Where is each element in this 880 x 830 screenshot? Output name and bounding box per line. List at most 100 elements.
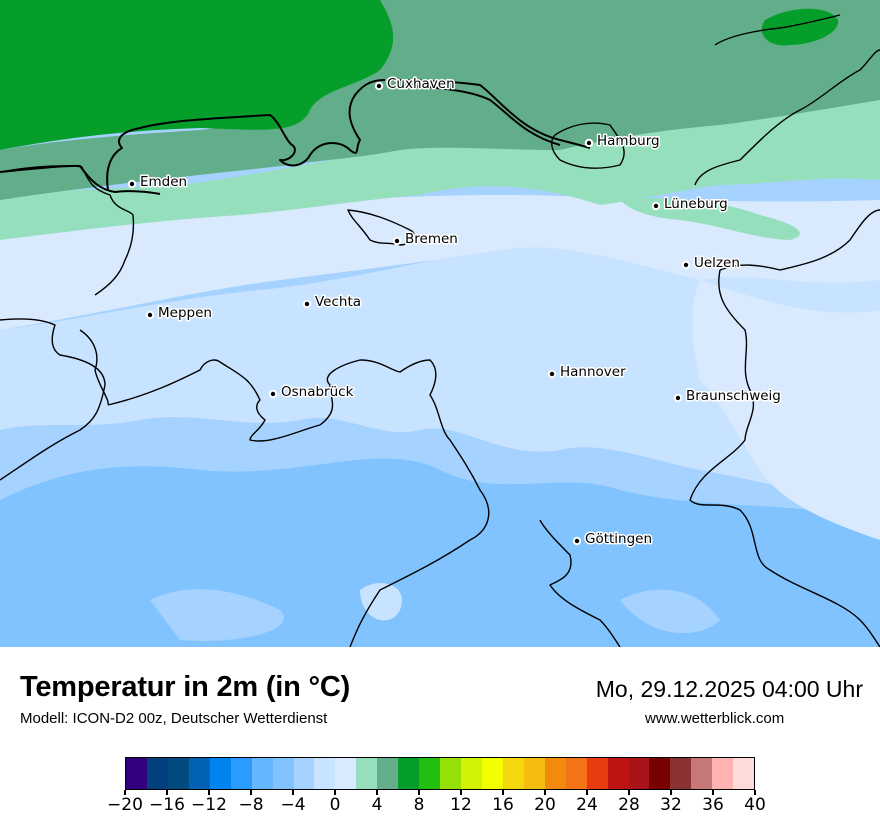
- colorbar-segment: [607, 758, 629, 789]
- colorbar-tick: [670, 790, 672, 795]
- city-marker: Osnabrück: [268, 383, 355, 402]
- colorbar-tick: [250, 790, 252, 795]
- city-dot-icon: [127, 179, 137, 189]
- temp-patch: [150, 589, 284, 641]
- city-label: Osnabrück: [281, 384, 354, 400]
- colorbar-tick-label: −8: [238, 795, 264, 815]
- city-dot-icon: [374, 81, 384, 91]
- city-marker: Hamburg: [584, 132, 661, 151]
- colorbar-segment: [419, 758, 441, 789]
- city-marker: Emden: [127, 173, 189, 192]
- city-marker: Göttingen: [572, 530, 654, 549]
- colorbar-segment: [377, 758, 399, 789]
- border-east: [719, 209, 880, 271]
- city-label: Braunschweig: [686, 388, 781, 404]
- colorbar-segment: [670, 758, 692, 789]
- border-nl: [0, 165, 135, 296]
- colorbar-segment: [209, 758, 231, 789]
- colorbar-tick-label: 32: [660, 795, 682, 815]
- colorbar-tick-label: 0: [329, 795, 341, 815]
- coastline-elbe: [389, 79, 591, 149]
- colorbar-segment: [146, 758, 168, 789]
- temp-patch: [620, 198, 800, 240]
- border-ems-south: [79, 329, 109, 406]
- colorbar-segment: [565, 758, 587, 789]
- colorbar-segment: [335, 758, 357, 789]
- city-label: Bremen: [405, 231, 458, 247]
- city-marker: Vechta: [302, 293, 363, 312]
- coastline-weser: [106, 79, 386, 191]
- temp-patch: [620, 589, 720, 634]
- colorbar-tick: [292, 790, 294, 795]
- colorbar-segment: [398, 758, 420, 789]
- city-marker: Braunschweig: [673, 387, 782, 406]
- colorbar-tick-label: 24: [576, 795, 598, 815]
- city-label: Uelzen: [694, 255, 740, 271]
- temp-zone-6-baltic: [761, 8, 839, 46]
- colorbar-segment: [230, 758, 252, 789]
- colorbar-segment: [126, 758, 147, 789]
- border-mv: [694, 49, 880, 186]
- city-markers: Cuxhaven Hamburg Emden Lüneburg Bremen Uelzen…: [127, 75, 782, 549]
- valid-datetime: Mo, 29.12.2025 04:00 Uhr: [595, 676, 863, 702]
- colorbar-ticks: −20 −16 −12 −8 −4 0 4 8 12 16 20 24 28 32 36 40: [107, 790, 766, 830]
- city-dot-icon: [392, 236, 402, 246]
- colorbar-tick-label: 40: [744, 795, 766, 815]
- colorbar-tick: [124, 790, 126, 795]
- temp-zone-4: [0, 0, 880, 200]
- colorbar-segment: [502, 758, 524, 789]
- colorbar-segment: [293, 758, 315, 789]
- city-label: Göttingen: [585, 531, 652, 547]
- border-nl-south: [0, 318, 106, 481]
- colorbar-tick: [712, 790, 714, 795]
- colorbar-tick-label: −12: [191, 795, 227, 815]
- colorbar-tick: [208, 790, 210, 795]
- temp-zone-minus2: [0, 238, 880, 500]
- city-dot-icon: [145, 310, 155, 320]
- city-label: Emden: [140, 174, 187, 190]
- colorbar-tick: [376, 790, 378, 795]
- colorbar-segment: [272, 758, 294, 789]
- colorbar-segment: [167, 758, 189, 789]
- colorbar-segment: [649, 758, 671, 789]
- colorbar-segment: [691, 758, 713, 789]
- temp-zone-6: [0, 0, 394, 150]
- border-hamburg: [551, 122, 625, 169]
- colorbar-tick: [628, 790, 630, 795]
- temp-patch: [360, 582, 402, 621]
- colorbar-segment: [356, 758, 378, 789]
- website-link[interactable]: www.wetterblick.com: [645, 710, 785, 727]
- city-label: Lüneburg: [664, 196, 728, 212]
- colorbar-tick: [754, 790, 756, 795]
- map-canvas: Cuxhaven Hamburg Emden Lüneburg Bremen Uelzen…: [0, 0, 880, 647]
- colorbar-segment: [481, 758, 503, 789]
- colorbar-tick-label: −16: [149, 795, 185, 815]
- map-title: Temperatur in 2m (in °C): [20, 671, 351, 703]
- colorbar-tick-label: 4: [371, 795, 383, 815]
- colorbar-tick: [418, 790, 420, 795]
- colorbar-segment: [461, 758, 482, 789]
- colorbar-tick: [586, 790, 588, 795]
- colorbar-segment: [628, 758, 650, 789]
- colorbar-tick: [166, 790, 168, 795]
- border-bremen: [347, 209, 415, 246]
- temp-zone-0: [0, 195, 880, 330]
- border-sachsen-anhalt: [689, 269, 880, 647]
- city-dot-icon: [681, 260, 691, 270]
- city-marker: Hannover: [547, 363, 628, 382]
- colorbar-tick: [334, 790, 336, 795]
- border-hesse: [539, 519, 621, 647]
- colorbar-tick-label: 28: [618, 795, 640, 815]
- city-label: Hannover: [560, 364, 626, 380]
- temp-zone-2: [0, 100, 880, 240]
- city-dot-icon: [673, 393, 683, 403]
- coastline-baltic: [714, 14, 841, 46]
- colorbar-tick-label: 16: [492, 795, 514, 815]
- coastline-elbe-south: [394, 85, 561, 146]
- colorbar-tick-label: 8: [413, 795, 425, 815]
- colorbar-tick: [544, 790, 546, 795]
- colorbar-tick-label: 36: [702, 795, 724, 815]
- colorbar-tick-label: 12: [450, 795, 472, 815]
- city-label: Meppen: [158, 305, 212, 321]
- colorbar-segment: [440, 758, 461, 789]
